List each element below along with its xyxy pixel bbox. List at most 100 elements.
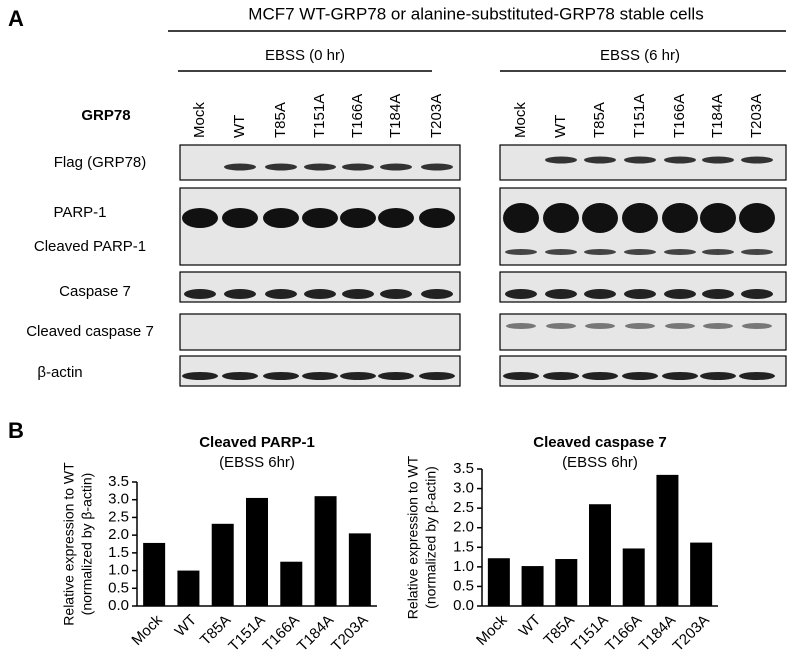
bar bbox=[280, 561, 303, 606]
x-tick-label: T203A bbox=[670, 612, 713, 655]
blot-box bbox=[499, 313, 787, 351]
y-tick-label: 1.0 bbox=[453, 558, 474, 575]
y-tick-label: 1.5 bbox=[453, 538, 474, 555]
band bbox=[622, 372, 658, 380]
bar bbox=[143, 542, 166, 606]
lane-label: T166A bbox=[349, 94, 366, 138]
band bbox=[700, 203, 736, 233]
band bbox=[421, 163, 453, 171]
band bbox=[664, 249, 696, 255]
blot-box bbox=[499, 355, 787, 387]
y-tick-label: 0.5 bbox=[108, 579, 129, 596]
band bbox=[624, 156, 656, 164]
band bbox=[224, 163, 256, 171]
lane-label: Mock bbox=[191, 102, 208, 138]
x-tick-label: T203A bbox=[328, 612, 371, 655]
y-tick-label: 3.5 bbox=[108, 473, 129, 490]
lane-label: WT bbox=[231, 115, 248, 138]
blot-label: Cleaved caspase 7 bbox=[26, 323, 154, 340]
blot-label: PARP-1 bbox=[53, 204, 106, 221]
band bbox=[419, 372, 455, 380]
panel-title: MCF7 WT-GRP78 or alanine-substituted-GRP… bbox=[248, 4, 703, 23]
band bbox=[302, 208, 338, 228]
band bbox=[380, 163, 412, 171]
lane-label: T184A bbox=[709, 94, 726, 138]
band bbox=[378, 208, 414, 228]
lane-label: T85A bbox=[591, 102, 608, 138]
x-tick-label: T151A bbox=[225, 612, 268, 655]
band bbox=[543, 372, 579, 380]
band bbox=[622, 203, 658, 233]
x-tick-label: WT bbox=[516, 612, 545, 641]
bar bbox=[622, 548, 645, 606]
band bbox=[584, 156, 616, 164]
band bbox=[662, 203, 698, 233]
bar bbox=[521, 566, 544, 606]
band bbox=[263, 372, 299, 380]
x-tick-label: T166A bbox=[260, 612, 303, 655]
band bbox=[624, 249, 656, 255]
bar bbox=[589, 504, 611, 606]
band bbox=[342, 289, 374, 299]
band bbox=[702, 249, 734, 255]
band bbox=[664, 289, 696, 299]
y-tick-label: 2.5 bbox=[108, 508, 129, 525]
band bbox=[624, 289, 656, 299]
x-tick-label: Mock bbox=[473, 611, 511, 649]
band bbox=[741, 249, 773, 255]
band bbox=[742, 323, 772, 329]
x-tick-label: WT bbox=[172, 612, 201, 641]
band bbox=[584, 249, 616, 255]
band bbox=[702, 289, 734, 299]
band bbox=[182, 372, 218, 380]
band bbox=[182, 208, 218, 228]
band bbox=[304, 163, 336, 171]
band bbox=[378, 372, 414, 380]
band bbox=[582, 203, 618, 233]
band bbox=[421, 289, 453, 299]
panel-label: B bbox=[8, 418, 24, 443]
band bbox=[505, 289, 537, 299]
lane-label: T85A bbox=[272, 102, 289, 138]
y-tick-label: 2.0 bbox=[453, 519, 474, 536]
band bbox=[662, 372, 698, 380]
band bbox=[419, 208, 455, 228]
band bbox=[665, 323, 695, 329]
y-tick-label: 0.0 bbox=[108, 597, 129, 614]
group-label: EBSS (6 hr) bbox=[600, 47, 680, 64]
row-header: GRP78 bbox=[81, 107, 130, 124]
lane-label: T203A bbox=[428, 94, 445, 138]
x-tick-label: T151A bbox=[568, 612, 611, 655]
band bbox=[302, 372, 338, 380]
band bbox=[664, 156, 696, 164]
band bbox=[380, 289, 412, 299]
y-axis-label: Relative expression to WT bbox=[405, 455, 421, 619]
blot-box bbox=[179, 355, 461, 387]
band bbox=[224, 289, 256, 299]
x-tick-label: T166A bbox=[602, 612, 645, 655]
group-label: EBSS (0 hr) bbox=[265, 47, 345, 64]
band bbox=[702, 156, 734, 164]
y-axis-label: (normalized by β-actin) bbox=[423, 466, 439, 609]
y-tick-label: 3.0 bbox=[108, 491, 129, 508]
lane-label: T166A bbox=[671, 94, 688, 138]
x-tick-label: T184A bbox=[294, 612, 337, 655]
band bbox=[340, 208, 376, 228]
band bbox=[585, 323, 615, 329]
chart-subtitle: (EBSS 6hr) bbox=[219, 454, 295, 471]
band bbox=[545, 249, 577, 255]
band bbox=[184, 289, 216, 299]
bar bbox=[487, 558, 510, 606]
lane-label: T203A bbox=[748, 94, 765, 138]
bar bbox=[656, 474, 679, 606]
lane-label: T184A bbox=[387, 94, 404, 138]
blot-box bbox=[179, 313, 461, 351]
band bbox=[703, 323, 733, 329]
band bbox=[584, 289, 616, 299]
bar bbox=[211, 523, 234, 606]
band bbox=[741, 289, 773, 299]
chart-title: Cleaved caspase 7 bbox=[533, 434, 666, 451]
blot-label: Cleaved PARP-1 bbox=[34, 238, 146, 255]
band bbox=[265, 163, 297, 171]
lane-label: Mock bbox=[512, 102, 529, 138]
